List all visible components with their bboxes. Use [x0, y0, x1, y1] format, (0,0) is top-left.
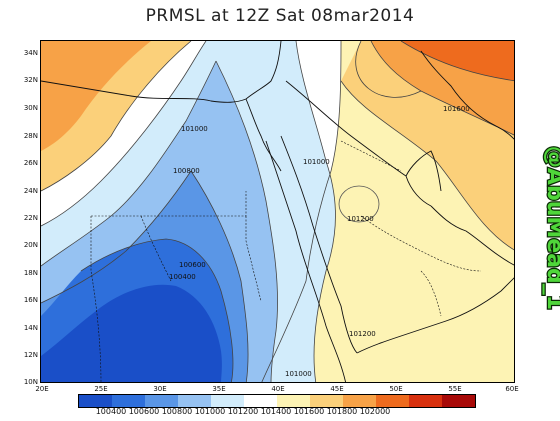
contour-lines — [41, 41, 514, 382]
y-tick-16n: 16N — [23, 296, 38, 304]
x-tick-40e: 40E — [271, 385, 285, 393]
y-tick-14n: 14N — [23, 324, 38, 332]
x-tick-50e: 50E — [389, 385, 403, 393]
x-tick-35e: 35E — [212, 385, 226, 393]
colorbar-segment — [112, 395, 145, 407]
y-tick-20n: 20N — [23, 241, 38, 249]
colorbar-label: 100600 — [128, 407, 160, 416]
pressure-field-svg: 101000 100800 100600 100400 101000 10120… — [41, 41, 514, 382]
colorbar-segment — [79, 395, 112, 407]
colorbar-segment — [277, 395, 310, 407]
colorbar-label: 101600 — [293, 407, 325, 416]
x-tick-25e: 25E — [94, 385, 108, 393]
y-tick-10n: 10N — [23, 378, 38, 386]
y-tick-30n: 30N — [23, 104, 38, 112]
colorbar-segment — [376, 395, 409, 407]
colorbar-label: 100800 — [161, 407, 193, 416]
colorbar-segment — [442, 395, 475, 407]
y-tick-32n: 32N — [23, 76, 38, 84]
colorbar-label: 102000 — [359, 407, 391, 416]
colorbar-label: 101800 — [326, 407, 358, 416]
colorbar-segment — [409, 395, 442, 407]
field-102000-east — [401, 41, 514, 81]
field-101000-north — [271, 136, 327, 185]
y-tick-24n: 24N — [23, 187, 38, 195]
x-tick-55e: 55E — [448, 385, 462, 393]
colorbar-segment — [211, 395, 244, 407]
watermark: @AbuMead_1 — [541, 145, 560, 312]
coastlines — [41, 41, 514, 382]
pressure-map: 101000 100800 100600 100400 101000 10120… — [40, 40, 515, 383]
contour-label-9: 101600 — [443, 105, 470, 113]
field-101800-west — [41, 41, 151, 151]
y-tick-18n: 18N — [23, 269, 38, 277]
closed-contour-101200 — [338, 185, 380, 223]
x-tick-20e: 20E — [35, 385, 49, 393]
contour-label-7: 101200 — [349, 330, 376, 338]
contour-label-5: 101000 — [303, 158, 330, 166]
contour-label-6: 101200 — [347, 215, 374, 223]
colorbar-label: 100400 — [95, 407, 127, 416]
y-tick-22n: 22N — [23, 214, 38, 222]
x-tick-30e: 30E — [153, 385, 167, 393]
y-tick-26n: 26N — [23, 159, 38, 167]
watermark-text: @AbuMead_1 — [542, 146, 560, 310]
field-below-100400 — [41, 284, 222, 382]
colorbar-label: 101400 — [260, 407, 292, 416]
colorbar — [78, 394, 476, 408]
colorbar-segment — [178, 395, 211, 407]
colorbar-label: 101200 — [227, 407, 259, 416]
colorbar-segment — [343, 395, 376, 407]
colorbar-segment — [145, 395, 178, 407]
map-title: PRMSL at 12Z Sat 08mar2014 — [145, 6, 415, 26]
x-tick-60e: 60E — [505, 385, 519, 393]
contour-label-4: 100400 — [169, 273, 196, 281]
colorbar-label: 101000 — [194, 407, 226, 416]
y-tick-12n: 12N — [23, 351, 38, 359]
contour-label-3: 100600 — [179, 261, 206, 269]
contour-label-2: 100800 — [173, 167, 200, 175]
colorbar-segment — [244, 395, 277, 407]
contour-label-1: 101000 — [181, 125, 208, 133]
country-borders — [90, 140, 482, 382]
y-tick-28n: 28N — [23, 132, 38, 140]
y-tick-34n: 34N — [23, 49, 38, 57]
contour-label-8: 101000 — [285, 370, 312, 378]
colorbar-segment — [310, 395, 343, 407]
x-tick-45e: 45E — [330, 385, 344, 393]
